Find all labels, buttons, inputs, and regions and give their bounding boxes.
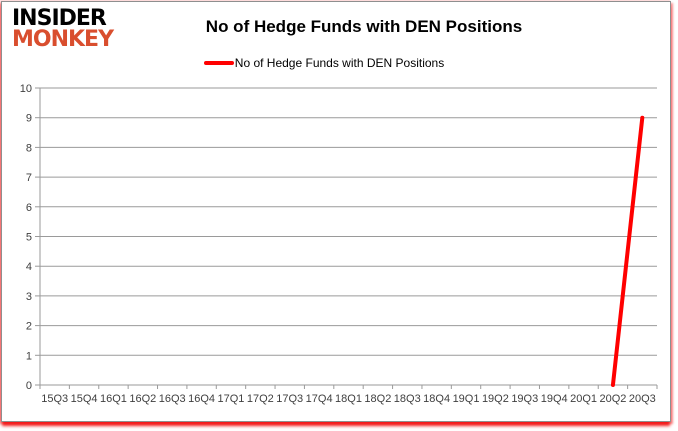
x-axis-label-17Q1: 17Q1 (218, 393, 245, 405)
x-axis-label-20Q1: 20Q1 (570, 393, 597, 405)
x-axis-label-19Q2: 19Q2 (482, 393, 509, 405)
y-axis-label-3: 3 (26, 291, 32, 303)
x-axis-label-18Q3: 18Q3 (394, 393, 421, 405)
y-axis-label-0: 0 (26, 380, 32, 392)
legend-label: No of Hedge Funds with DEN Positions (234, 56, 445, 70)
x-axis-label-16Q3: 16Q3 (159, 393, 186, 405)
logo-line1: INSIDER (12, 6, 107, 31)
y-axis-label-7: 7 (26, 172, 32, 184)
x-axis-label-18Q1: 18Q1 (335, 393, 362, 405)
y-axis-label-4: 4 (26, 261, 32, 273)
insider-monkey-logo: INSIDER MONKEY (12, 6, 114, 52)
y-axis-label-8: 8 (26, 142, 32, 154)
x-axis-label-18Q4: 18Q4 (423, 393, 450, 405)
x-axis-label-17Q4: 17Q4 (306, 393, 333, 405)
y-axis-label-5: 5 (26, 232, 32, 244)
x-axis-label-17Q2: 17Q2 (247, 393, 274, 405)
y-axis-label-1: 1 (26, 350, 32, 362)
series-line (610, 115, 645, 387)
y-axis-label-9: 9 (26, 113, 32, 125)
y-axis-label-2: 2 (26, 321, 32, 333)
y-axis-label-10: 10 (20, 83, 32, 95)
y-axis-label-6: 6 (26, 202, 32, 214)
x-axis-label-19Q3: 19Q3 (511, 393, 538, 405)
x-axis-label-19Q1: 19Q1 (453, 393, 480, 405)
x-axis-label-17Q3: 17Q3 (276, 393, 303, 405)
x-axis-label-16Q1: 16Q1 (100, 393, 127, 405)
x-axis-label-19Q4: 19Q4 (541, 393, 568, 405)
x-axis-label-15Q4: 15Q4 (71, 393, 98, 405)
chart-title: No of Hedge Funds with DEN Positions (205, 17, 523, 36)
x-axis-label-20Q2: 20Q2 (599, 393, 626, 405)
x-axis-label-16Q4: 16Q4 (188, 393, 215, 405)
x-axis-label-16Q2: 16Q2 (129, 393, 156, 405)
x-axis-label-15Q3: 15Q3 (41, 393, 68, 405)
x-axis-label-20Q3: 20Q3 (629, 393, 656, 405)
legend: No of Hedge Funds with DEN Positions (0, 55, 648, 71)
chart-image-frame (1, 1, 671, 422)
x-axis-label-18Q2: 18Q2 (364, 393, 391, 405)
logo-line2: MONKEY (12, 26, 114, 52)
legend-line-swatch (203, 61, 234, 65)
